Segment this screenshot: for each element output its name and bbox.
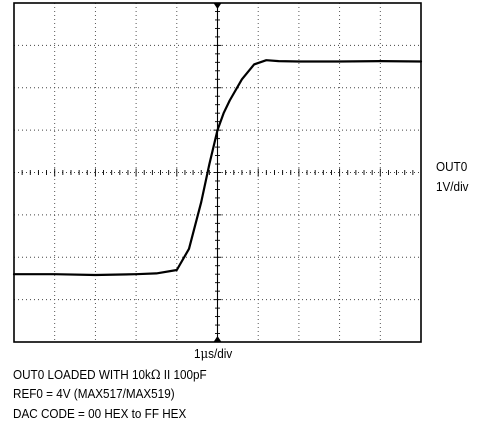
channel-label: OUT0 (436, 159, 468, 174)
note-load-omega: Ω (150, 368, 161, 383)
trigger-marker-bottom (213, 336, 222, 342)
trace-line (12, 59, 423, 277)
note-dac-code: DAC CODE = 00 HEX to FF HEX (13, 406, 187, 421)
scale-label: 1V/div (436, 179, 469, 194)
oscilloscope-plot (12, 2, 423, 343)
x-label-suffix: s/div (208, 346, 233, 361)
trigger-marker-top (213, 3, 222, 9)
trace-group (12, 59, 423, 277)
center-axes (14, 3, 421, 342)
note-ref: REF0 = 4V (MAX517/MAX519) (13, 386, 175, 401)
x-axis-label: 1μs/div (194, 345, 232, 363)
grid (14, 3, 421, 342)
note-load-suffix: II 100pF (160, 367, 207, 382)
x-label-prefix: 1 (194, 346, 201, 361)
x-label-mu: μ (200, 347, 209, 362)
note-load-prefix: OUT0 LOADED WITH 10k (13, 367, 151, 382)
note-load: OUT0 LOADED WITH 10kΩ II 100pF (13, 366, 207, 384)
plot-frame (13, 2, 422, 343)
